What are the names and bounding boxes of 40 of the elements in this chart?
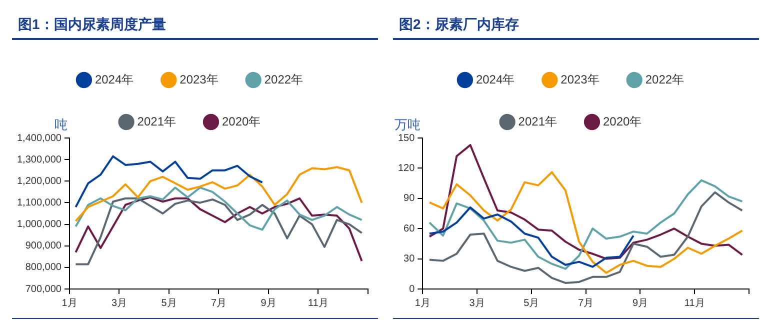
x-tick-label: 3月	[111, 298, 128, 309]
legend-label: 2021年	[518, 114, 558, 128]
legend-label: 2024年	[476, 72, 515, 86]
x-tick-label: 1月	[62, 298, 78, 309]
legend-label: 2024年	[94, 72, 134, 86]
y-tick-label: 1,300,000	[16, 154, 62, 166]
y-tick-label: 1,100,000	[16, 197, 62, 208]
y-tick-label: 800,000	[25, 262, 62, 274]
y-tick-label: 0	[409, 284, 416, 295]
y-axis-title: 万吨	[394, 117, 421, 132]
x-tick-label: 11月	[684, 298, 705, 309]
x-tick-label: 11月	[308, 298, 328, 309]
x-tick-label: 7月	[210, 298, 227, 309]
x-tick-label: 9月	[260, 298, 276, 309]
x-tick-label: 9月	[632, 298, 648, 309]
legend-label: 2020年	[222, 114, 261, 128]
y-axis-title: 吨	[54, 117, 68, 132]
y-tick-label: 1,400,000	[16, 132, 62, 144]
legend-label: 2021年	[137, 114, 176, 128]
x-tick-label: 7月	[578, 298, 594, 309]
x-tick-label: 5月	[161, 298, 177, 309]
y-tick-label: 60	[404, 223, 416, 234]
legend-label: 2023年	[560, 72, 600, 86]
y-tick-label: 120	[398, 162, 416, 174]
chart-title: 图1：国内尿素周度产量	[18, 16, 166, 34]
chart-title: 图2：尿素厂内库存	[399, 16, 519, 34]
y-tick-label: 700,000	[25, 284, 62, 295]
x-tick-label: 1月	[414, 298, 430, 309]
y-tick-label: 150	[398, 132, 416, 144]
y-tick-label: 900,000	[25, 240, 62, 252]
legend-label: 2022年	[645, 72, 684, 86]
x-tick-label: 5月	[524, 298, 540, 309]
y-tick-label: 90	[404, 193, 416, 204]
y-tick-label: 30	[404, 254, 416, 265]
y-tick-label: 1,000,000	[16, 219, 62, 230]
legend-label: 2023年	[180, 72, 218, 86]
legend-label: 2022年	[264, 72, 304, 86]
legend-label: 2020年	[603, 114, 642, 128]
x-tick-label: 3月	[469, 298, 485, 309]
y-tick-label: 1,200,000	[16, 176, 62, 187]
